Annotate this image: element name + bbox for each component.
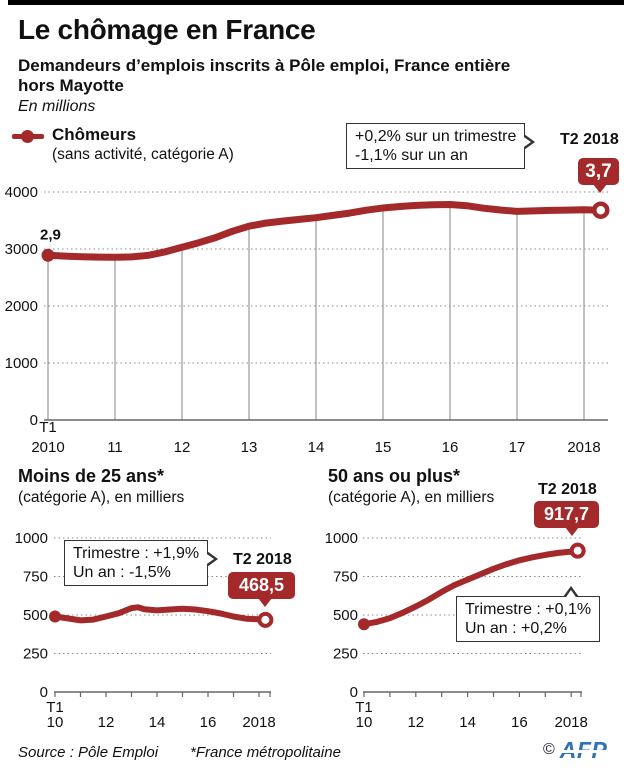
right-chart-callout: Trimestre : +0,1% Un an : +0,2% [456,586,601,642]
x-tick-label: 16 [511,714,528,731]
left-callout-line-1: Trimestre : +1,9% [73,545,200,562]
x-tick-label: 12 [407,714,424,731]
x-tick-label: 2018 [242,714,275,731]
x-tick-label: 13 [241,439,258,456]
unit-note: En millions [18,98,96,115]
right-chart-subtitle: (catégorie A), en milliers [328,489,495,506]
left-value-badge: 468,5 [228,572,295,607]
x-prefix-label: T1 [39,419,57,436]
right-callout-line-2: Un an : +0,2% [465,620,567,637]
series-line [44,201,605,261]
y-tick-label: 250 [333,646,358,663]
x-tick-label: 12 [174,439,191,456]
series-end-marker [257,611,274,628]
legend-label: Chômeurs [52,125,137,144]
y-tick-label: 1000 [5,355,38,372]
copyright-symbol: © [543,741,555,758]
right-chart-title: 50 ans ou plus* [328,466,461,486]
x-tick-label: 2018 [555,714,588,731]
y-tick-label: 4000 [5,184,38,201]
y-tick-label: 500 [23,607,48,624]
left-chart-callout: Trimestre : +1,9% Un an : -1,5% [64,540,219,586]
y-tick-label: 2000 [5,298,38,315]
series-end-marker [592,201,610,219]
left-callout-line-2: Un an : -1,5% [73,564,171,581]
subtitle-line-1: Demandeurs d’emplois inscrits à Pôle emp… [18,56,511,75]
x-tick-label: 16 [200,714,217,731]
x-tick-label: 10 [47,714,64,731]
top-black-bar [8,0,624,5]
series-line [361,547,581,628]
page-subtitle: Demandeurs d’emplois inscrits à Pôle emp… [18,56,598,96]
series-line [52,604,269,624]
page-title: Le chômage en France [18,14,316,45]
x-tick-label: 17 [509,439,526,456]
right-value-badge: 917,7 [534,501,599,536]
main-chart-callout: +0,2% sur un trimestre -1,1% sur un an [346,123,536,169]
main-callout-line-1: +0,2% sur un trimestre [355,128,517,145]
x-tick-label: 15 [375,439,392,456]
y-tick-label: 500 [333,607,358,624]
y-tick-label: 1000 [325,530,358,547]
left-chart-title: Moins de 25 ans* [18,466,165,486]
x-prefix-label: T1 [46,699,64,716]
y-tick-label: 3000 [5,241,38,258]
y-tick-label: 250 [23,646,48,663]
legend-sublabel: (sans activité, catégorie A) [52,146,234,163]
series-end-marker [569,542,586,559]
x-tick-label: 2018 [567,439,600,456]
y-tick-label: 750 [333,569,358,586]
left-period-label: T2 2018 [233,551,292,568]
main-chart-canvas: 0 1000 2000 3000 4000 T1 2010 11 12 13 14 15 16 17 201… [5,184,610,456]
x-tick-label: 12 [98,714,115,731]
main-period-label: T2 2018 [560,131,619,148]
y-tick-label: 1000 [15,530,48,547]
series-start-dot [49,610,61,623]
y-tick-label: 0 [350,684,358,701]
x-tick-label: 14 [459,714,476,731]
main-value-badge: 3,7 [578,158,619,193]
right-callout-line-1: Trimestre : +0,1% [465,601,592,618]
x-tick-label: 11 [107,439,123,456]
x-tick-label: 16 [442,439,459,456]
legend-dot-marker [21,130,34,143]
x-tick-label: 14 [149,714,166,731]
source-note: Source : Pôle Emploi [18,744,159,761]
afp-logo: AFP [558,737,608,763]
footnote: *France métropolitaine [190,744,341,761]
x-tick-label: 14 [308,439,325,456]
right-period-label: T2 2018 [538,481,597,498]
series-start-dot [41,248,55,262]
y-tick-label: 750 [23,569,48,586]
x-tick-label: 2010 [31,439,64,456]
y-tick-label: 0 [30,412,38,429]
left-chart-subtitle: (catégorie A), en milliers [18,489,185,506]
subtitle-line-2: hors Mayotte [18,76,124,95]
afp-credit: © AFP [543,737,608,763]
y-tick-label: 0 [40,684,48,701]
series-start-dot [358,618,370,631]
main-callout-line-2: -1,1% sur un an [355,147,468,164]
x-tick-label: 10 [356,714,373,731]
series-start-value-label: 2,9 [40,226,61,243]
x-prefix-label: T1 [355,699,373,716]
